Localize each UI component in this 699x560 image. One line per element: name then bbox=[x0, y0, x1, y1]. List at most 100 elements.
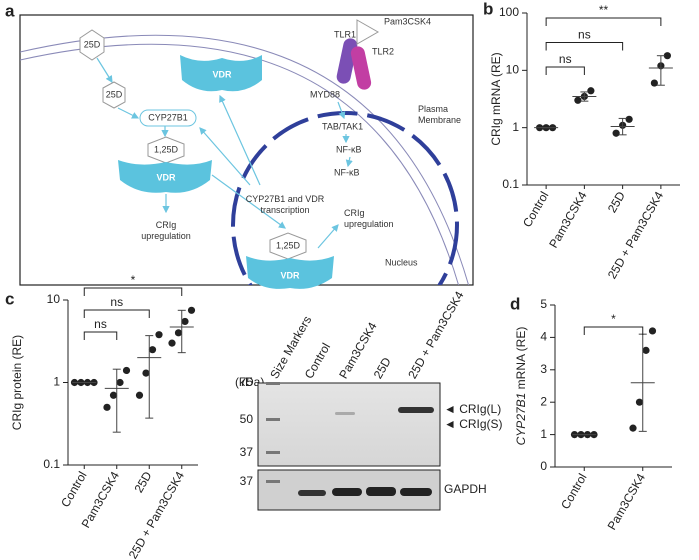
y-tick-label: 3 bbox=[540, 362, 547, 376]
diagram-text: TLR2 bbox=[372, 46, 394, 56]
y-tick-label: 2 bbox=[540, 394, 547, 408]
data-point bbox=[103, 403, 111, 411]
data-point bbox=[116, 378, 124, 387]
y-axis-label: CRIg mRNA (RE) bbox=[489, 52, 503, 145]
y-tick-label: 1 bbox=[540, 427, 547, 441]
x-tick-label: Pam3CSK4 bbox=[546, 189, 590, 251]
significance-label: ns bbox=[94, 317, 107, 331]
diagram-text: Nucleus bbox=[385, 257, 418, 267]
vdr bbox=[118, 160, 212, 193]
diagram-text: VDR bbox=[156, 172, 176, 182]
diagram-text: NF-κB bbox=[336, 144, 362, 154]
diagram-text: 25D bbox=[106, 89, 123, 99]
band bbox=[335, 412, 355, 415]
panel-label: d bbox=[510, 294, 520, 313]
y-axis-label: CYP27B1 mRNA (RE) bbox=[514, 327, 528, 446]
data-point bbox=[587, 87, 595, 95]
significance-bracket bbox=[83, 309, 150, 318]
diagram-text: CYP27B1 bbox=[148, 112, 188, 122]
x-tick-label: Pam3CSK4 bbox=[605, 471, 649, 533]
diagram-text: 1,25D bbox=[154, 144, 179, 154]
significance-label: * bbox=[131, 273, 136, 287]
data-point bbox=[148, 346, 157, 354]
ligand bbox=[147, 136, 185, 164]
blot-membrane bbox=[257, 382, 441, 467]
diagram-text: TLR1 bbox=[334, 29, 356, 39]
band bbox=[398, 407, 434, 413]
lane-label: 25D + Pam3CSK4 bbox=[405, 289, 466, 381]
band bbox=[266, 480, 280, 483]
panel-label: b bbox=[483, 0, 493, 18]
band bbox=[266, 382, 280, 385]
diagram-text: CYP27B1 and VDR transcription bbox=[246, 194, 325, 215]
diagram-text: Membrane bbox=[418, 115, 461, 125]
data-point bbox=[135, 391, 144, 399]
marker-label: 75 bbox=[240, 375, 254, 389]
band-label: GAPDH bbox=[444, 482, 487, 496]
data-point bbox=[174, 329, 183, 337]
diagram-text: transcription bbox=[260, 205, 309, 215]
diagram-text: CYP27B1 and VDR bbox=[246, 194, 325, 204]
membrane-inner bbox=[20, 43, 459, 285]
significance-label: ** bbox=[599, 3, 609, 17]
significance-bracket bbox=[545, 17, 662, 26]
y-tick-label: 100 bbox=[499, 5, 519, 19]
band bbox=[298, 490, 326, 496]
y-tick-label: 1 bbox=[53, 375, 60, 389]
y-axis-label: mRNA (RE) bbox=[514, 327, 528, 393]
data-point bbox=[629, 424, 637, 432]
diagram-text: VDR bbox=[212, 69, 232, 79]
data-point bbox=[650, 79, 658, 87]
y-axis-label: CRIg protein (RE) bbox=[10, 335, 24, 430]
diagram: a 25D 25D CYP27B1 1,25D VDR CRIg upregula… bbox=[5, 1, 474, 289]
significance-label: * bbox=[611, 312, 616, 326]
diagram-text: Plasma Membrane bbox=[418, 104, 461, 125]
data-point bbox=[109, 391, 118, 399]
y-axis-label: CYP27B1 bbox=[514, 393, 528, 446]
x-tick-label: Control bbox=[558, 471, 589, 512]
tlr2 bbox=[350, 46, 372, 90]
significance-bracket bbox=[545, 66, 585, 75]
y-tick-label: 1 bbox=[512, 120, 519, 134]
x-tick-label: 25D bbox=[131, 469, 154, 495]
y-tick-label: 0.1 bbox=[43, 457, 60, 471]
band bbox=[266, 418, 280, 421]
marker-label: 37 bbox=[240, 474, 254, 488]
y-tick-label: 10 bbox=[506, 63, 520, 77]
data-point bbox=[187, 306, 196, 314]
y-tick-label: 4 bbox=[540, 330, 547, 344]
band-label: ◄ CRIg(L) bbox=[444, 402, 501, 416]
data-point bbox=[663, 52, 671, 60]
enzyme bbox=[139, 109, 197, 127]
lane-label: 25D bbox=[371, 355, 394, 381]
data-point bbox=[155, 331, 163, 339]
ligand bbox=[269, 232, 307, 260]
data-point bbox=[642, 346, 650, 354]
western-blot: (kDa) 75 50 37 37 ◄ CRIg(L) ◄ CRIg(S) GA… bbox=[235, 375, 503, 511]
ligand bbox=[102, 81, 126, 109]
ligand bbox=[79, 29, 105, 61]
diagram-text: CRIg upregulation bbox=[141, 220, 191, 241]
diagram-frame bbox=[19, 14, 474, 286]
y-tick-label: 0 bbox=[540, 459, 547, 473]
membrane-outer bbox=[20, 34, 470, 285]
panel-label: c bbox=[5, 289, 14, 308]
data-point bbox=[574, 96, 582, 104]
band-label: ◄ CRIg(S) bbox=[444, 417, 503, 431]
band-label: CRIg(S) bbox=[459, 417, 502, 431]
significance-bracket bbox=[83, 331, 118, 340]
band bbox=[332, 488, 362, 496]
diagram-text: Pam3CSK4 bbox=[384, 16, 431, 26]
significance-bracket bbox=[83, 287, 183, 296]
y-tick-label: 10 bbox=[47, 292, 61, 306]
band-label: CRIg(L) bbox=[459, 402, 501, 416]
diagram-text: TAB/TAK1 bbox=[322, 121, 363, 131]
marker-label: 37 bbox=[240, 445, 254, 459]
x-tick-label: 25D bbox=[605, 189, 628, 215]
significance-label: ns bbox=[578, 28, 591, 42]
x-tick-label: Control bbox=[58, 469, 89, 510]
vdr bbox=[246, 256, 334, 289]
diagram-text: CRIg bbox=[156, 220, 177, 230]
